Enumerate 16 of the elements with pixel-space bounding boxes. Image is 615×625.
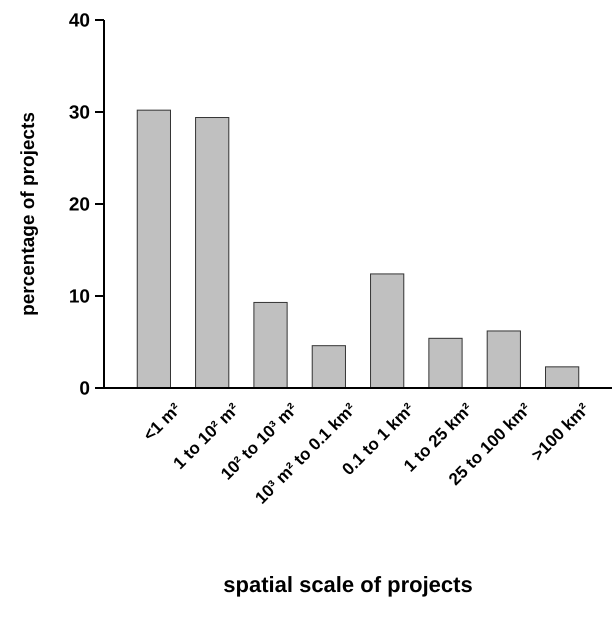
x-tick-label: <1 m² bbox=[140, 399, 185, 445]
x-axis-title: spatial scale of projects bbox=[223, 572, 473, 597]
bar bbox=[195, 117, 230, 388]
y-axis-title: percentage of projects bbox=[18, 112, 39, 316]
bar bbox=[370, 273, 404, 388]
y-tick-label: 40 bbox=[68, 10, 90, 32]
bar bbox=[486, 330, 521, 388]
bar bbox=[136, 110, 171, 388]
bar bbox=[253, 302, 288, 388]
y-tick-label: 10 bbox=[68, 286, 90, 308]
y-tick-label: 20 bbox=[68, 194, 90, 216]
bar bbox=[428, 338, 463, 388]
y-tick-label: 0 bbox=[79, 378, 90, 400]
bar bbox=[312, 345, 346, 388]
bar bbox=[545, 366, 580, 388]
y-tick-label: 30 bbox=[68, 102, 90, 124]
